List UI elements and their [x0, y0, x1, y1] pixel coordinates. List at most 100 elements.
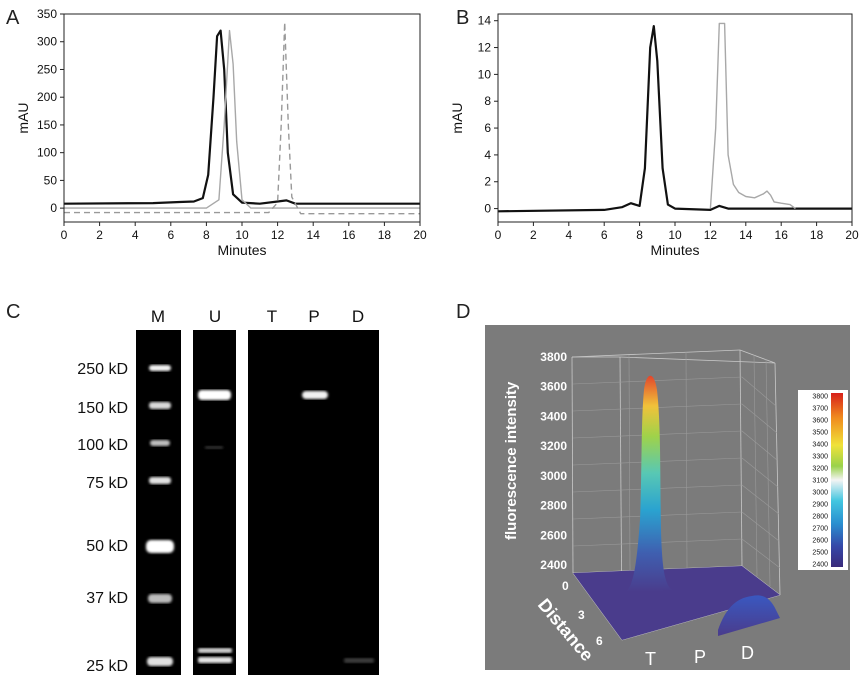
marker-label-250: 250 kD [77, 361, 128, 378]
a-y-tick-label-2: 100 [37, 146, 57, 160]
d-lane-faint-band [344, 658, 374, 663]
a-x-tick-label-8: 16 [342, 228, 356, 242]
panel-letter-d: D [456, 301, 470, 323]
panel-b-series [497, 22, 852, 213]
a-x-tick-label-9: 18 [378, 228, 392, 242]
colorbar-tick-3500: 3500 [812, 430, 828, 437]
a-x-tick-label-10: 20 [413, 228, 427, 242]
a-x-tick-label-5: 10 [235, 228, 249, 242]
marker-band-75 [149, 477, 171, 484]
b-x-tick-label-0: 0 [495, 228, 502, 242]
b-y-tick-label-5: 10 [478, 67, 492, 81]
surface-peak-d [718, 595, 780, 636]
panel-b-ticks: 0 2 4 6 8 10 12 14 16 18 20 0 2 4 6 8 10 12 14 [478, 14, 859, 242]
a-x-tick-label-6: 12 [271, 228, 285, 242]
b-y-tick-label-7: 14 [478, 14, 492, 28]
a-x-tick-label-7: 14 [307, 228, 321, 242]
marker-label-75: 75 kD [86, 475, 128, 492]
panel-b-chromatogram: mAU Minutes 0 2 4 6 8 10 12 14 16 18 20 0 2 4 6 8 10 12 14 [449, 13, 859, 258]
panel-d-z-tick-3800: 3800 [540, 350, 567, 364]
u-lane-faint-band [205, 446, 223, 449]
panel-d-y-tick-3: 3 [578, 608, 585, 622]
gel-lane-label-m: M [151, 307, 165, 326]
marker-label-100: 100 kD [77, 437, 128, 454]
gel-lane-label-u: U [209, 307, 221, 326]
marker-label-25: 25 kD [86, 658, 128, 675]
colorbar-tick-2600: 2600 [812, 538, 828, 545]
colorbar-gradient [831, 393, 843, 567]
gel-lane-label-t: T [267, 307, 277, 326]
panel-d-y-tick-0: 0 [562, 579, 569, 593]
b-x-tick-label-6: 12 [704, 228, 718, 242]
a-y-tick-label-5: 250 [37, 62, 57, 76]
panel-d-z-tick-3400: 3400 [540, 409, 567, 423]
b-x-tick-label-7: 14 [739, 228, 753, 242]
b-x-tick-label-9: 18 [810, 228, 824, 242]
a-x-tick-label-4: 8 [203, 228, 210, 242]
colorbar-tick-3700: 3700 [812, 406, 828, 413]
panel-a-chromatogram: mAU Minutes 0 2 4 6 8 10 12 14 16 18 2005010015020… [15, 7, 427, 258]
panel-b-y-axis-label: mAU [449, 102, 465, 133]
u-lane-main-band [198, 390, 231, 400]
panel-d-category-d: D [741, 643, 754, 663]
colorbar-tick-2700: 2700 [812, 526, 828, 533]
marker-label-37: 37 kD [86, 590, 128, 607]
panel-d-y-tick-6: 6 [596, 634, 603, 648]
marker-band-250 [149, 365, 171, 371]
panel-a-y-axis-label: mAU [15, 102, 31, 133]
panel-d-z-tick-3000: 3000 [540, 469, 567, 483]
panel-b-x-axis-label: Minutes [650, 242, 699, 258]
panel-a-series [63, 21, 420, 215]
panel-c-gel: M U T P D 250 kD 150 kD 100 kD 75 kD 50 … [77, 307, 379, 675]
panel-d-z-tick-3600: 3600 [540, 380, 567, 394]
b-x-tick-label-5: 10 [668, 228, 682, 242]
a-series-solid-black [63, 29, 420, 205]
a-series-dashed-gray [64, 21, 420, 215]
colorbar-tick-3200: 3200 [812, 466, 828, 473]
panel-letter-b: B [456, 7, 469, 29]
colorbar-tick-3800: 3800 [812, 394, 828, 401]
colorbar-tick-3300: 3300 [812, 454, 828, 461]
gel-lane-label-p: P [308, 307, 319, 326]
panel-letter-a: A [6, 7, 20, 29]
gel-lane-m-strip [136, 330, 181, 675]
u-lane-band-lower-1 [198, 648, 232, 653]
b-x-tick-label-4: 8 [636, 228, 643, 242]
colorbar-tick-3000: 3000 [812, 490, 828, 497]
b-x-tick-label-2: 4 [565, 228, 572, 242]
b-x-tick-label-1: 2 [530, 228, 537, 242]
panel-d-3d-surface: fluorescence intensity 24002600280030003… [485, 325, 850, 670]
b-y-tick-label-6: 12 [478, 41, 492, 55]
b-series-solid-black [497, 25, 852, 213]
panel-b-plot-frame [497, 13, 853, 223]
colorbar-tick-2400: 2400 [812, 562, 828, 569]
gel-lane-label-d: D [352, 307, 364, 326]
a-y-tick-label-4: 200 [37, 90, 57, 104]
panel-d-z-axis-label: fluorescence intensity [503, 381, 520, 540]
panel-a-x-axis-label: Minutes [217, 242, 266, 258]
marker-label-50: 50 kD [86, 538, 128, 555]
colorbar-tick-3400: 3400 [812, 442, 828, 449]
p-lane-band [302, 391, 328, 399]
gel-lane-u-strip [193, 330, 236, 675]
panel-a-plot-frame [63, 13, 421, 223]
b-y-tick-label-3: 6 [484, 121, 491, 135]
a-x-tick-label-1: 2 [96, 228, 103, 242]
b-x-tick-label-10: 20 [845, 228, 859, 242]
b-y-tick-label-1: 2 [484, 175, 491, 189]
b-x-tick-label-8: 16 [775, 228, 789, 242]
u-lane-band-lower-2 [198, 657, 232, 663]
b-y-tick-label-4: 8 [484, 94, 491, 108]
a-series-solid-gray [64, 29, 420, 209]
b-y-tick-label-0: 0 [484, 202, 491, 216]
marker-band-100 [150, 440, 170, 446]
panel-d-floor [573, 566, 780, 640]
a-y-tick-label-6: 300 [37, 35, 57, 49]
b-x-tick-label-3: 6 [601, 228, 608, 242]
colorbar-tick-2900: 2900 [812, 502, 828, 509]
panel-d-z-ticks: 2400 2600 2800 3000 3200 3400 3600 3800 [540, 350, 567, 572]
b-y-tick-label-2: 4 [484, 148, 491, 162]
panel-d-z-tick-3200: 3200 [540, 439, 567, 453]
